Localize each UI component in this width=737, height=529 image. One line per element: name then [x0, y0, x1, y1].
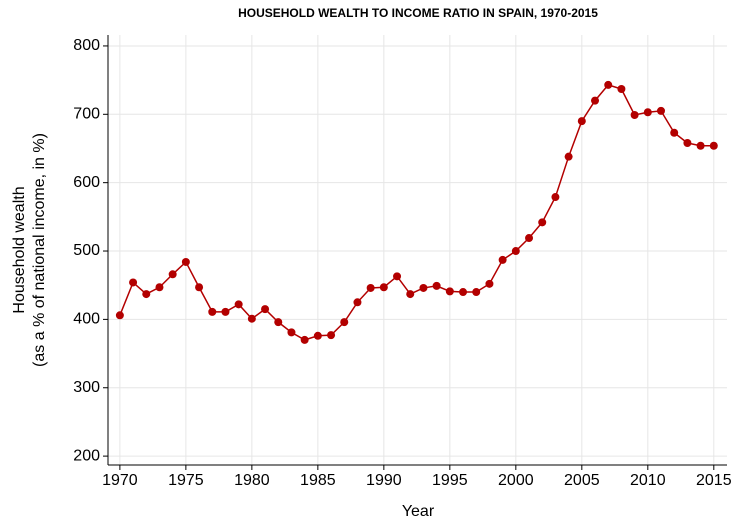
point [195, 283, 204, 292]
point [630, 110, 639, 119]
point [155, 283, 164, 292]
y-axis-label-line: Household wealth [11, 186, 28, 313]
point [683, 139, 692, 148]
x-tick-label: 2010 [630, 472, 666, 489]
x-tick-label: 2000 [498, 472, 534, 489]
point [234, 300, 243, 309]
point [591, 96, 600, 105]
point [393, 272, 402, 281]
point [709, 141, 718, 150]
chart-title: HOUSEHOLD WEALTH TO INCOME RATIO IN SPAI… [238, 6, 598, 20]
point [459, 288, 468, 297]
x-tick-label: 1975 [168, 472, 204, 489]
point [577, 117, 586, 126]
point [498, 255, 507, 264]
point [538, 218, 547, 227]
point [564, 152, 573, 161]
point [525, 234, 534, 243]
point [129, 278, 138, 287]
point [366, 283, 375, 292]
point [300, 335, 309, 344]
point [247, 314, 256, 323]
x-tick-label: 1980 [234, 472, 270, 489]
y-tick-label: 400 [73, 311, 100, 328]
x-tick-label: 2005 [564, 472, 600, 489]
point [657, 106, 666, 115]
point [406, 290, 415, 299]
point [472, 288, 481, 297]
y-axis-label-line: (as a % of national income, in %) [31, 133, 48, 367]
point [181, 257, 190, 266]
x-tick-label: 2015 [696, 472, 732, 489]
point [604, 80, 613, 89]
line [119, 84, 714, 341]
point [511, 247, 520, 256]
point [432, 281, 441, 290]
point [340, 318, 349, 327]
point [274, 318, 283, 327]
point [208, 307, 217, 316]
x-tick-label: 1985 [300, 472, 336, 489]
point [643, 108, 652, 117]
y-axis-label: Household wealth (as a % of national inc… [11, 133, 48, 367]
y-tick-label: 200 [73, 447, 100, 464]
point [287, 328, 296, 337]
y-tick-label: 800 [73, 37, 100, 54]
point [327, 331, 336, 340]
y-tick-label: 300 [73, 379, 100, 396]
x-tick-label: 1990 [366, 472, 402, 489]
point [379, 283, 388, 292]
point [142, 290, 151, 299]
point [261, 305, 270, 314]
point [551, 193, 560, 202]
y-tick-label: 600 [73, 174, 100, 191]
point [221, 307, 230, 316]
point [115, 311, 124, 320]
y-tick-label: 500 [73, 242, 100, 259]
point [353, 298, 362, 307]
point [313, 331, 322, 340]
point [670, 128, 679, 137]
point [617, 85, 626, 94]
point [168, 270, 177, 279]
point [419, 283, 428, 292]
point [485, 279, 494, 288]
y-tick-label: 700 [73, 106, 100, 123]
x-tick-label: 1995 [432, 472, 468, 489]
point [696, 141, 705, 150]
x-axis-label: Year [402, 503, 435, 520]
x-tick-label: 1970 [102, 472, 138, 489]
point [445, 287, 454, 296]
